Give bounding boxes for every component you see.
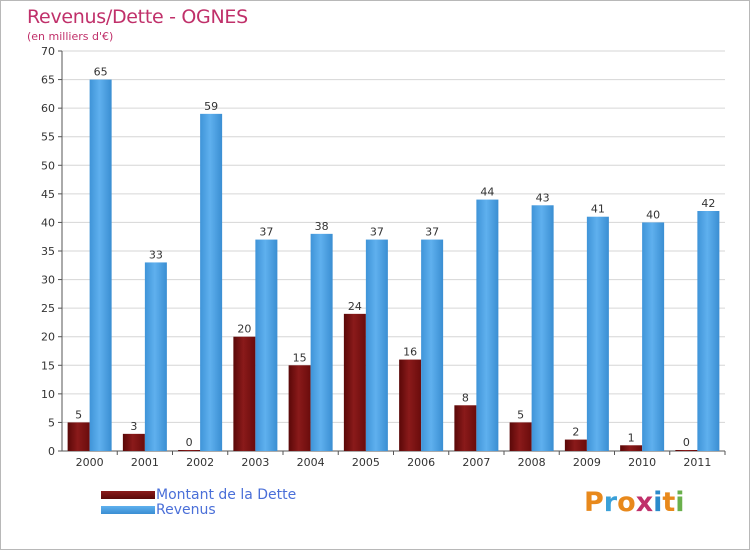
debt-data-label: 0: [186, 436, 193, 449]
logo-letter: t: [662, 487, 676, 518]
debt-data-label: 24: [348, 300, 362, 313]
y-tick-label: 0: [48, 445, 55, 458]
revenue-bar: [531, 205, 554, 451]
revenue-data-label: 65: [94, 66, 108, 79]
revenue-bar: [144, 262, 167, 451]
revenue-data-label: 42: [701, 197, 715, 210]
debt-bar: [122, 433, 145, 451]
revenue-bar: [255, 239, 278, 451]
y-tick-label: 5: [48, 416, 55, 429]
revenue-bar: [586, 216, 609, 451]
debt-data-label: 1: [628, 431, 635, 444]
x-tick-label: 2003: [241, 456, 269, 469]
revenue-bar: [200, 113, 223, 451]
y-tick-label: 20: [41, 331, 55, 344]
debt-bar: [178, 450, 201, 451]
logo-letter: r: [603, 487, 618, 518]
debt-bar: [399, 359, 422, 451]
x-tick-label: 2010: [628, 456, 656, 469]
revenue-data-label: 40: [646, 208, 660, 221]
x-tick-label: 2001: [131, 456, 159, 469]
x-tick-label: 2005: [352, 456, 380, 469]
debt-data-label: 2: [572, 426, 579, 439]
x-tick-label: 2004: [297, 456, 325, 469]
y-tick-label: 70: [41, 45, 55, 58]
debt-data-label: 5: [75, 408, 82, 421]
debt-data-label: 15: [293, 351, 307, 364]
revenue-data-label: 38: [315, 220, 329, 233]
logo-letter: x: [635, 487, 654, 518]
revenue-bar: [697, 211, 720, 451]
y-tick-label: 15: [41, 359, 55, 372]
revenue-bar: [476, 199, 499, 451]
chart-title: Revenus/Dette - OGNES: [27, 6, 248, 28]
x-tick-label: 2009: [573, 456, 601, 469]
debt-bar: [675, 450, 698, 451]
revenue-bar: [310, 233, 333, 451]
revenue-data-label: 33: [149, 248, 163, 261]
debt-bar: [343, 313, 366, 451]
revenue-data-label: 37: [259, 226, 273, 239]
debt-data-label: 0: [683, 436, 690, 449]
debt-bar: [288, 365, 311, 451]
y-tick-label: 30: [41, 274, 55, 287]
revenue-bar: [421, 239, 444, 451]
y-tick-label: 50: [41, 159, 55, 172]
debt-bar: [620, 445, 643, 451]
revenue-data-label: 43: [536, 191, 550, 204]
chart-subtitle: (en milliers d'€): [27, 30, 114, 43]
debt-bar: [454, 405, 477, 451]
debt-data-label: 5: [517, 408, 524, 421]
revenue-data-label: 37: [425, 226, 439, 239]
revenue-bar: [89, 79, 112, 452]
logo-letter: i: [653, 487, 663, 518]
y-tick-label: 25: [41, 302, 55, 315]
revenue-data-label: 37: [370, 226, 384, 239]
x-tick-label: 2002: [186, 456, 214, 469]
debt-bar: [67, 422, 90, 451]
y-tick-label: 40: [41, 216, 55, 229]
y-tick-label: 55: [41, 131, 55, 144]
x-tick-label: 2006: [407, 456, 435, 469]
debt-data-label: 8: [462, 391, 469, 404]
debt-data-label: 16: [403, 346, 417, 359]
x-tick-label: 2008: [518, 456, 546, 469]
revenue-data-label: 41: [591, 203, 605, 216]
logo-letter: i: [675, 487, 685, 518]
debt-bar: [564, 439, 587, 451]
logo-letter: o: [617, 487, 636, 518]
x-tick-label: 2000: [76, 456, 104, 469]
legend-swatch-revenue: [101, 506, 155, 514]
debt-data-label: 20: [237, 323, 251, 336]
debt-bar: [233, 336, 256, 451]
debt-data-label: 3: [130, 420, 137, 433]
y-tick-label: 65: [41, 74, 55, 87]
revenue-data-label: 59: [204, 100, 218, 113]
debt-bar: [509, 422, 532, 451]
y-tick-label: 60: [41, 102, 55, 115]
y-tick-label: 45: [41, 188, 55, 201]
logo-letter: P: [584, 487, 604, 518]
y-tick-label: 10: [41, 388, 55, 401]
legend-swatch-debt: [101, 491, 155, 499]
proxiti-logo: Proxiti: [584, 487, 685, 518]
revenue-data-label: 44: [480, 186, 494, 199]
y-tick-label: 35: [41, 245, 55, 258]
revenue-bar: [642, 222, 665, 451]
legend-label-revenue: Revenus: [156, 502, 216, 518]
revenue-bar: [365, 239, 388, 451]
x-tick-label: 2011: [683, 456, 711, 469]
x-tick-label: 2007: [462, 456, 490, 469]
legend-label-debt: Montant de la Dette: [156, 487, 297, 503]
